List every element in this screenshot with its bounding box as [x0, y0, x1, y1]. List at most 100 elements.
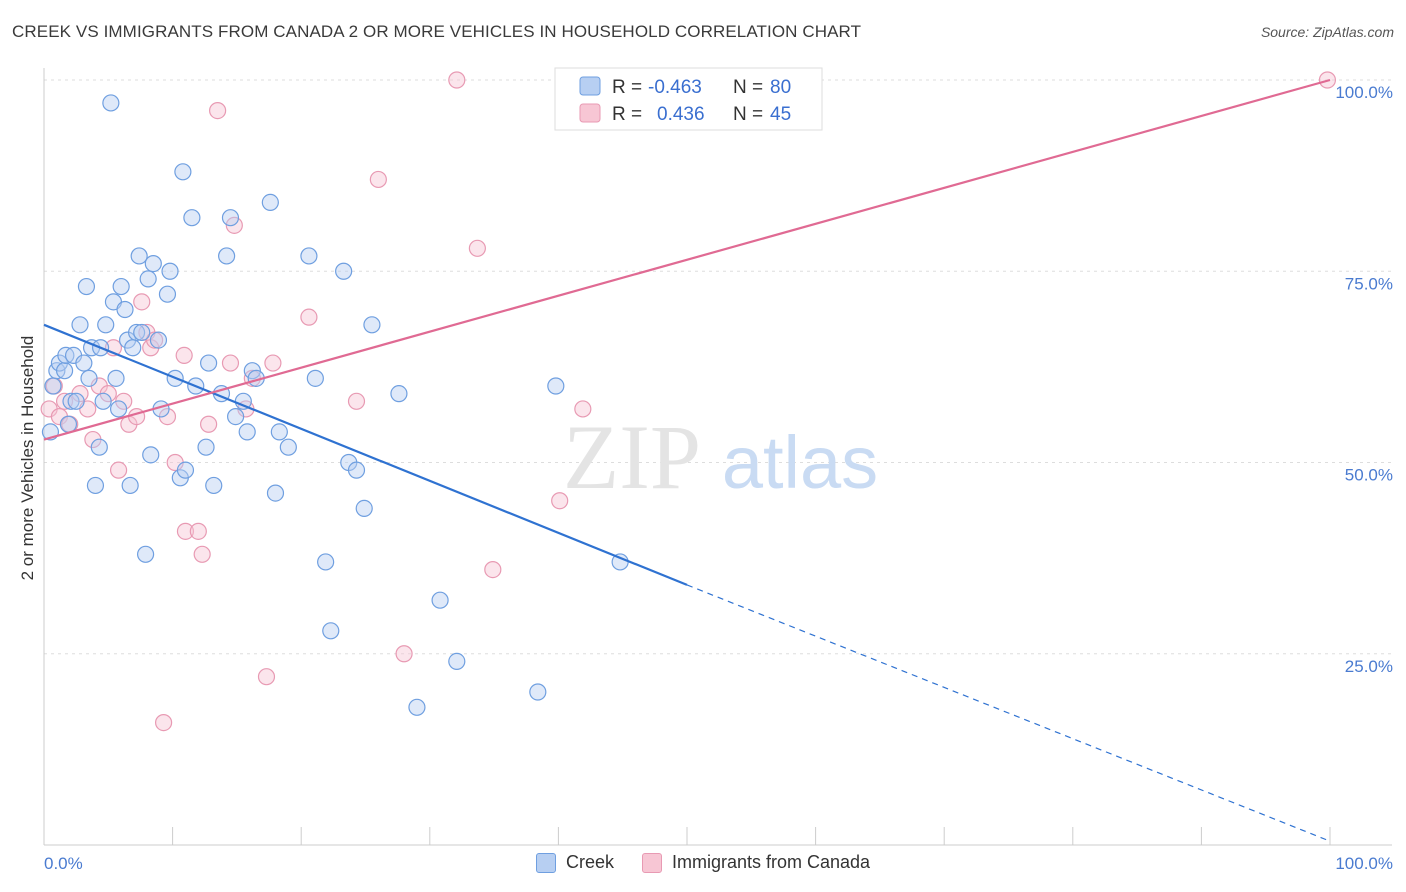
data-point-creek [142, 446, 160, 464]
x-tick-labels: 0.0% 100.0% [44, 854, 1393, 873]
legend-creek-n-value: 80 [770, 77, 791, 98]
data-point-creek [97, 316, 115, 334]
data-point-creek [161, 262, 179, 280]
data-point-creek [94, 392, 112, 410]
data-point-creek [266, 484, 285, 502]
data-point-canada [574, 400, 592, 418]
data-point-canada [395, 645, 413, 663]
data-point-canada [175, 346, 193, 364]
legend-canada-r-label: R = [612, 104, 642, 125]
data-point-creek [107, 369, 125, 387]
legend-canada-n-label: N = [733, 104, 763, 125]
data-point-creek [102, 94, 120, 112]
data-point-canada [109, 461, 128, 479]
data-point-canada [448, 71, 466, 89]
data-point-canada [468, 239, 486, 257]
legend-canada-n-value: 45 [770, 104, 791, 125]
x-tick-label: 100.0% [1335, 854, 1393, 873]
data-point-creek [158, 285, 177, 303]
data-point-canada [484, 560, 502, 579]
source-label: Source: ZipAtlas.com [1260, 24, 1394, 40]
watermark-atlas: atlas [722, 421, 878, 504]
data-point-creek [59, 415, 78, 433]
bottom-legend-swatch-canada [641, 852, 662, 873]
y-tick-labels: 25.0% 50.0% 75.0% 100.0% [1335, 83, 1393, 676]
legend-creek-r-label: R = [612, 77, 642, 98]
data-point-creek [547, 377, 565, 395]
data-point-creek [67, 392, 85, 410]
data-point-canada [369, 170, 387, 189]
top-legend: R = -0.463 N = 80 R = 0.436 N = 45 [554, 67, 823, 131]
y-axis-label: 2 or more Vehicles in Household [18, 336, 37, 581]
data-point-creek [322, 622, 340, 640]
legend-canada-r-value: 0.436 [657, 104, 705, 125]
y-tick-label: 25.0% [1345, 657, 1393, 676]
data-point-creek [197, 438, 215, 456]
data-point-creek [80, 369, 98, 387]
data-point-creek [124, 339, 142, 357]
data-point-canada [176, 522, 195, 540]
trend-lines [43, 78, 1331, 842]
data-point-canada [257, 668, 276, 686]
data-point-creek [238, 423, 256, 441]
data-point-creek [363, 316, 381, 334]
data-point-canada [193, 545, 211, 563]
data-point-creek [144, 255, 162, 273]
data-point-canada [551, 492, 569, 510]
data-point-creek [121, 476, 139, 495]
data-point-creek [408, 698, 426, 716]
data-point-creek [109, 400, 128, 418]
watermark-zip: ZIP [563, 406, 701, 508]
data-point-creek [261, 193, 279, 211]
trend-line-creek [43, 323, 688, 586]
trend-line-creek-extension [686, 584, 1331, 842]
data-point-creek [44, 377, 62, 395]
data-point-creek [75, 354, 93, 372]
data-point-creek [133, 323, 151, 342]
data-point-creek [86, 476, 105, 495]
bottom-legend-item-creek: Creek [535, 852, 614, 873]
data-point-creek [529, 683, 547, 701]
data-point-creek [448, 652, 466, 671]
bottom-legend: Creek Immigrants from Canada [0, 852, 1406, 873]
x-tick-label: 0.0% [44, 854, 83, 873]
data-point-creek [317, 553, 335, 571]
data-point-canada [145, 331, 164, 349]
data-point-canada [209, 101, 227, 120]
data-point-creek [306, 369, 324, 387]
data-point-creek [71, 316, 89, 334]
data-point-canada [264, 354, 282, 372]
data-point-canada [221, 354, 240, 372]
trend-line-canada [43, 78, 1331, 441]
data-point-canada [189, 522, 207, 540]
bottom-legend-swatch-creek [535, 852, 556, 873]
data-point-creek [127, 323, 146, 342]
data-point-creek [300, 247, 318, 265]
watermark: ZIP atlas [563, 406, 878, 508]
data-point-creek [130, 247, 148, 265]
data-point-canada [154, 713, 173, 732]
data-point-creek [136, 545, 155, 563]
data-point-creek [55, 362, 74, 380]
bottom-legend-label-creek: Creek [565, 852, 614, 872]
y-tick-label: 75.0% [1345, 274, 1393, 293]
y-tick-label: 100.0% [1335, 83, 1393, 102]
data-point-creek [270, 423, 288, 441]
series-creek-points [41, 94, 629, 716]
data-point-creek [200, 354, 218, 372]
data-point-canada [133, 293, 151, 311]
bottom-legend-item-canada: Immigrants from Canada [641, 852, 871, 873]
legend-swatch-creek [579, 76, 601, 96]
data-point-creek [183, 209, 201, 227]
bottom-legend-label-canada: Immigrants from Canada [671, 852, 871, 872]
data-point-creek [355, 499, 373, 517]
legend-creek-r-value: -0.463 [648, 77, 702, 98]
data-point-creek [149, 331, 168, 349]
data-point-canada [300, 308, 318, 326]
legend-creek-n-label: N = [733, 77, 763, 98]
data-point-creek [176, 461, 195, 479]
data-point-creek [279, 438, 297, 456]
legend-swatch-canada [579, 103, 601, 123]
axes [43, 68, 1392, 846]
